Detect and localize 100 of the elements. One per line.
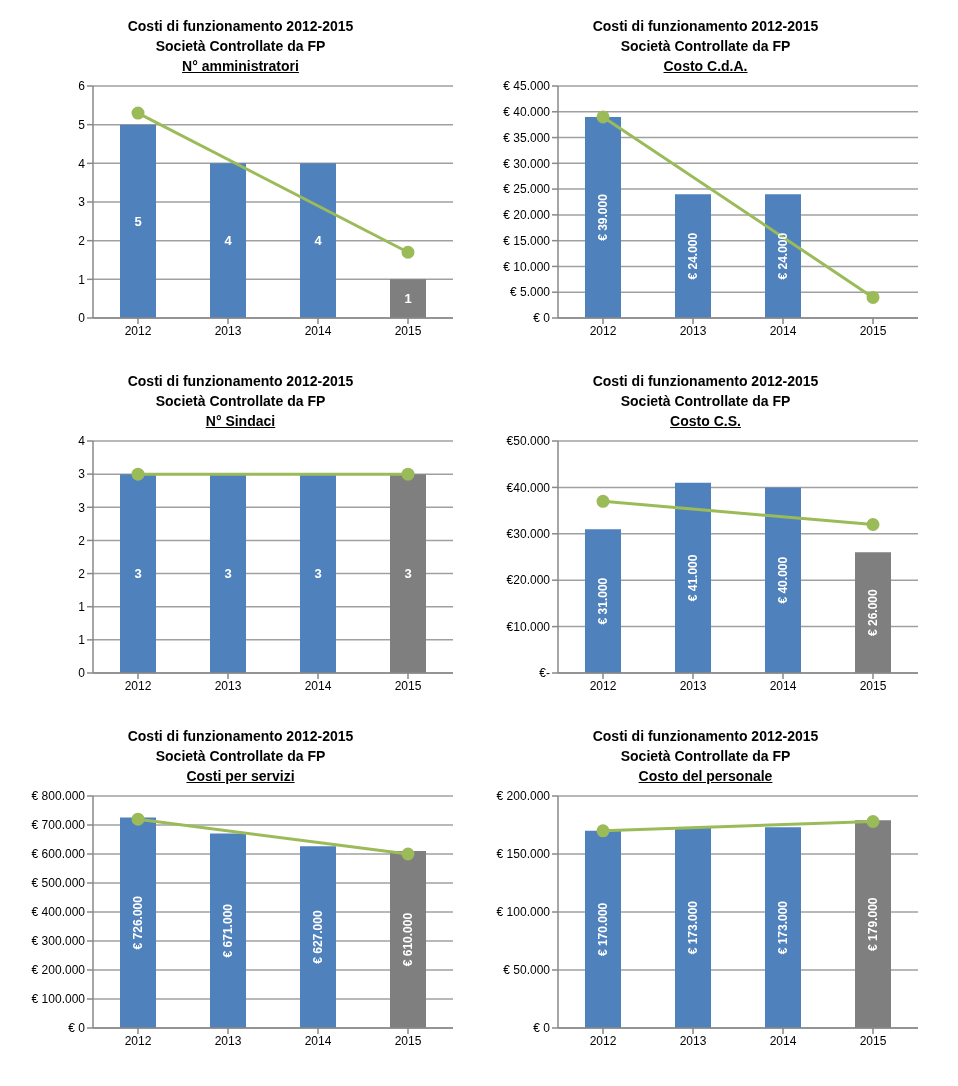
data-label: 4 — [314, 233, 323, 249]
y-tick-label: 4 — [78, 434, 86, 449]
x-tick-label: 2015 — [859, 323, 887, 338]
data-label: 1 — [404, 291, 412, 307]
y-tick-label: € 800.000 — [31, 789, 86, 804]
y-tick-label: € 600.000 — [31, 847, 86, 862]
x-tick-label: 2014 — [769, 1033, 797, 1048]
chart-subtitle: Costo C.d.A. — [662, 57, 749, 76]
bar — [210, 163, 246, 318]
y-tick-label: 1 — [78, 599, 86, 614]
bar — [120, 817, 156, 1028]
data-label: 3 — [404, 566, 412, 582]
data-label: € 39.000 — [596, 193, 610, 241]
y-tick-label: € 100.000 — [31, 992, 86, 1007]
y-tick-label: 4 — [78, 156, 86, 171]
x-tick-label: 2013 — [214, 678, 242, 693]
x-tick-label: 2013 — [679, 1033, 707, 1048]
y-tick-label: € 30.000 — [503, 156, 551, 171]
bar — [675, 482, 711, 673]
y-tick-label: 1 — [78, 633, 86, 648]
x-tick-label: 2012 — [589, 323, 617, 338]
y-tick-label: 2 — [78, 533, 86, 548]
data-label: € 173.000 — [776, 900, 790, 955]
chart-title: Costi di funzionamento 2012-2015 Società Controllate da FP — [591, 372, 820, 411]
y-tick-label: € 45.000 — [503, 79, 551, 94]
bar — [120, 124, 156, 318]
y-tick-label: € 40.000 — [503, 105, 551, 120]
y-tick-label: 2 — [78, 566, 86, 581]
y-tick-label: € 5.000 — [509, 285, 551, 300]
x-tick-label: 2012 — [124, 678, 152, 693]
x-tick-label: 2012 — [589, 1033, 617, 1048]
y-tick-label: 3 — [78, 500, 86, 515]
x-tick-label: 2014 — [304, 323, 332, 338]
chart-subtitle: Costo del personale — [637, 767, 774, 786]
y-tick-label: €30.000 — [506, 527, 551, 542]
y-tick-label: € 10.000 — [503, 259, 551, 274]
data-label: € 40.000 — [776, 556, 790, 604]
x-tick-label: 2014 — [769, 678, 797, 693]
chart-title: Costi di funzionamento 2012-2015 Società Controllate da FP — [126, 372, 355, 411]
x-tick-label: 2013 — [679, 323, 707, 338]
y-tick-label: € 15.000 — [503, 233, 551, 248]
y-tick-label: € 400.000 — [31, 905, 86, 920]
chart-subtitle: N° amministratori — [181, 57, 300, 76]
y-tick-label: 5 — [78, 117, 86, 132]
chart-title: Costi di funzionamento 2012-2015 Società Controllate da FP — [126, 17, 355, 56]
x-tick-label: 2013 — [679, 678, 707, 693]
data-label: € 671.000 — [221, 903, 235, 958]
data-label: € 170.000 — [596, 902, 610, 957]
x-tick-label: 2014 — [304, 1033, 332, 1048]
y-tick-label: € 200.000 — [31, 963, 86, 978]
data-label: 5 — [134, 213, 142, 229]
x-tick-label: 2014 — [304, 678, 332, 693]
bar — [585, 529, 621, 673]
data-label: 3 — [224, 566, 232, 582]
chart-title: Costi di funzionamento 2012-2015 Società Controllate da FP — [591, 17, 820, 56]
y-tick-label: € 300.000 — [31, 934, 86, 949]
y-tick-label: € 500.000 — [31, 876, 86, 891]
chart-title: Costi di funzionamento 2012-2015 Società Controllate da FP — [126, 727, 355, 766]
y-tick-label: € 150.000 — [496, 847, 551, 862]
data-label: € 41.000 — [686, 554, 700, 602]
y-tick-label: €20.000 — [506, 573, 551, 588]
y-tick-label: €- — [539, 666, 550, 681]
y-tick-label: €40.000 — [506, 480, 551, 495]
chart-subtitle: N° Sindaci — [204, 412, 277, 431]
y-tick-label: 3 — [78, 195, 86, 210]
x-tick-label: 2015 — [394, 323, 422, 338]
y-tick-label: 2 — [78, 233, 86, 248]
data-label: € 173.000 — [686, 900, 700, 955]
x-tick-label: 2014 — [769, 323, 797, 338]
y-tick-label: 3 — [78, 467, 86, 482]
bar — [765, 487, 801, 673]
data-label: € 179.000 — [866, 897, 880, 951]
data-label: € 26.000 — [866, 589, 880, 637]
y-tick-label: € 100.000 — [496, 905, 551, 920]
y-tick-label: € 0 — [68, 1021, 86, 1036]
y-tick-label: € 25.000 — [503, 182, 551, 197]
y-tick-label: 1 — [78, 272, 86, 287]
chart-subtitle: Costi per servizi — [185, 767, 296, 786]
y-tick-label: 0 — [78, 666, 86, 681]
data-label: € 24.000 — [686, 232, 700, 280]
chart-subtitle: Costo C.S. — [669, 412, 742, 431]
data-label: € 31.000 — [596, 577, 610, 625]
bar — [210, 833, 246, 1028]
data-label: 4 — [224, 233, 233, 249]
y-tick-label: € 20.000 — [503, 208, 551, 223]
x-tick-label: 2012 — [589, 678, 617, 693]
y-tick-label: €10.000 — [506, 619, 551, 634]
x-tick-label: 2012 — [124, 1033, 152, 1048]
x-tick-label: 2015 — [859, 678, 887, 693]
x-tick-label: 2013 — [214, 323, 242, 338]
data-label: € 726.000 — [131, 895, 145, 950]
y-tick-label: 6 — [78, 79, 86, 94]
y-tick-label: € 700.000 — [31, 818, 86, 833]
y-tick-label: €50.000 — [506, 434, 551, 449]
y-tick-label: € 50.000 — [503, 963, 551, 978]
data-label: € 610.000 — [401, 912, 415, 967]
x-tick-label: 2012 — [124, 323, 152, 338]
x-tick-label: 2013 — [214, 1033, 242, 1048]
x-tick-label: 2015 — [859, 1033, 887, 1048]
y-tick-label: € 0 — [533, 311, 551, 326]
